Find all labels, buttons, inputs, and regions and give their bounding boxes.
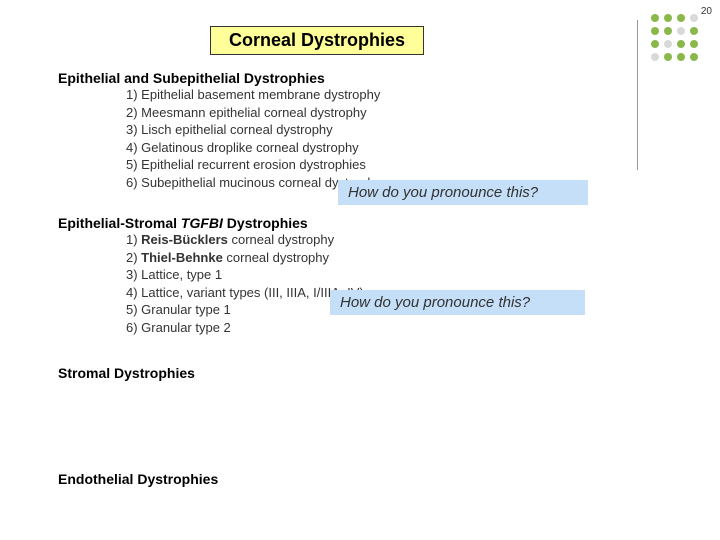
decoration-dot <box>677 53 685 61</box>
decoration-dot <box>677 40 685 48</box>
page-number: 20 <box>701 6 712 17</box>
decoration-dot <box>664 40 672 48</box>
dots-decoration <box>651 14 700 63</box>
heading-italic: TGFBI <box>181 215 223 231</box>
item-bold: Thiel-Behnke <box>141 250 223 265</box>
list-item: 2) Meesmann epithelial corneal dystrophy <box>58 104 618 122</box>
item-prefix: 1) <box>126 232 141 247</box>
list-item: 1) Epithelial basement membrane dystroph… <box>58 86 618 104</box>
callout-pronounce-2: How do you pronounce this? <box>330 290 585 315</box>
decoration-dot <box>651 53 659 61</box>
section-heading: Epithelial-Stromal TGFBI Dystrophies <box>58 215 618 231</box>
decoration-dot <box>651 27 659 35</box>
list-item: 1) Reis-Bücklers corneal dystrophy <box>58 231 618 249</box>
callout-pronounce-1: How do you pronounce this? <box>338 180 588 205</box>
heading-text: Epithelial-Stromal <box>58 215 181 231</box>
item-bold: Reis-Bücklers <box>141 232 228 247</box>
section-heading: Stromal Dystrophies <box>58 365 618 381</box>
list-item: 5) Epithelial recurrent erosion dystroph… <box>58 156 618 174</box>
decoration-dot <box>651 14 659 22</box>
decoration-dot <box>651 40 659 48</box>
slide-title: Corneal Dystrophies <box>210 26 424 55</box>
content-area: Epithelial and Subepithelial Dystrophies… <box>58 70 618 497</box>
item-suffix: corneal dystrophy <box>223 250 329 265</box>
section-epithelial: Epithelial and Subepithelial Dystrophies… <box>58 70 618 191</box>
section-heading: Epithelial and Subepithelial Dystrophies <box>58 70 618 86</box>
list-item: 3) Lattice, type 1 <box>58 266 618 284</box>
decoration-dot <box>690 27 698 35</box>
item-suffix: corneal dystrophy <box>228 232 334 247</box>
vertical-divider <box>637 20 638 170</box>
decoration-dot <box>690 14 698 22</box>
section-stromal: Stromal Dystrophies <box>58 365 618 381</box>
decoration-dot <box>664 53 672 61</box>
list-item: 4) Gelatinous droplike corneal dystrophy <box>58 139 618 157</box>
list-item: 2) Thiel-Behnke corneal dystrophy <box>58 249 618 267</box>
decoration-dot <box>664 27 672 35</box>
item-prefix: 2) <box>126 250 141 265</box>
decoration-dot <box>664 14 672 22</box>
section-heading: Endothelial Dystrophies <box>58 471 618 487</box>
list-item: 6) Granular type 2 <box>58 319 618 337</box>
decoration-dot <box>690 40 698 48</box>
section-endothelial: Endothelial Dystrophies <box>58 471 618 487</box>
section-epithelial-stromal: Epithelial-Stromal TGFBI Dystrophies 1) … <box>58 215 618 336</box>
list-item: 3) Lisch epithelial corneal dystrophy <box>58 121 618 139</box>
decoration-dot <box>677 27 685 35</box>
decoration-dot <box>677 14 685 22</box>
decoration-dot <box>690 53 698 61</box>
heading-text: Dystrophies <box>223 215 308 231</box>
